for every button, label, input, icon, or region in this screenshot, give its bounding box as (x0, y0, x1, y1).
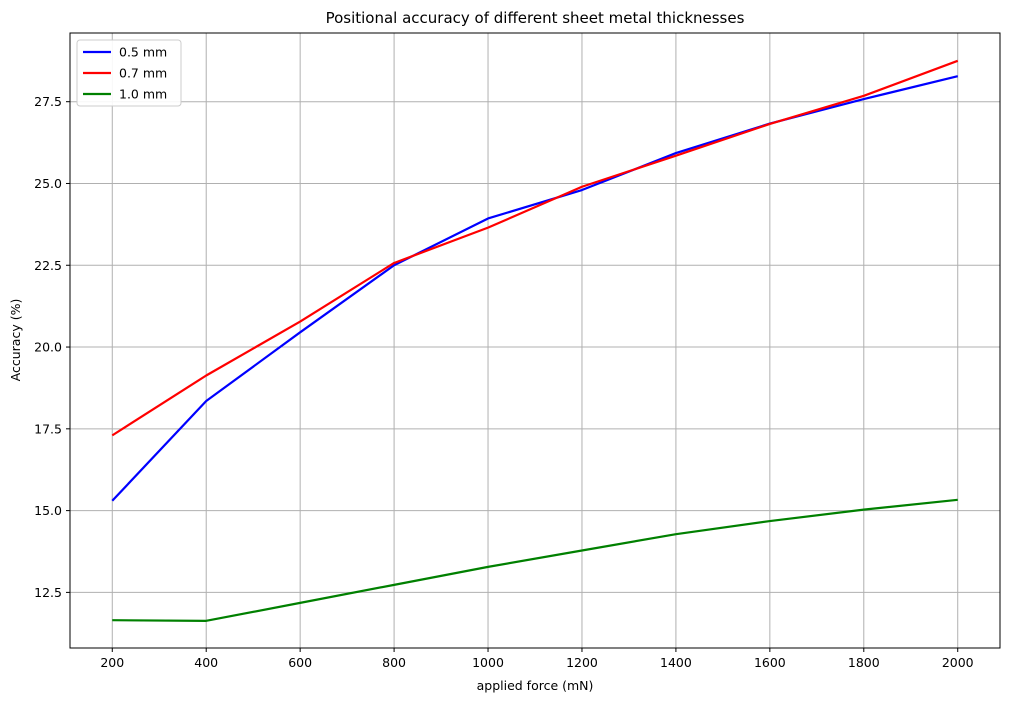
y-tick-label: 22.5 (34, 258, 62, 273)
y-axis-label: Accuracy (%) (8, 299, 23, 382)
x-tick-label: 1800 (848, 655, 880, 670)
x-axis-label: applied force (mN) (477, 678, 594, 693)
grid (70, 33, 1000, 648)
x-tick-label: 1000 (472, 655, 504, 670)
x-tick-label: 2000 (942, 655, 974, 670)
x-tick-label: 1600 (754, 655, 786, 670)
legend-label-2: 1.0 mm (119, 87, 167, 102)
legend: 0.5 mm 0.7 mm 1.0 mm (76, 39, 182, 107)
y-tick-label: 17.5 (34, 421, 62, 436)
y-tick-label: 20.0 (34, 340, 62, 355)
legend-label-0: 0.5 mm (119, 45, 167, 60)
x-tick-label: 800 (382, 655, 406, 670)
x-tick-label: 600 (288, 655, 312, 670)
series-line-2 (112, 498, 958, 622)
x-tick-label: 200 (100, 655, 124, 670)
legend-box (76, 39, 182, 107)
y-tick-label: 15.0 (34, 503, 62, 518)
x-tick-label: 400 (194, 655, 218, 670)
y-tick-label: 25.0 (34, 176, 62, 191)
plot-frame (69, 32, 1001, 649)
x-tick-label: 1400 (660, 655, 692, 670)
legend-label-1: 0.7 mm (119, 66, 167, 81)
chart-title: Positional accuracy of different sheet m… (326, 9, 745, 27)
y-axis: 12.5 15.0 17.5 20.0 22.5 25.0 27.5 (34, 94, 70, 600)
x-axis: 200 400 600 800 1000 1200 1400 1600 1800 2000 (100, 648, 974, 670)
series-lines (111, 59, 959, 622)
y-tick-label: 27.5 (34, 94, 62, 109)
y-tick-label: 12.5 (34, 585, 62, 600)
series-line-1 (111, 59, 959, 437)
series-line-0 (111, 75, 958, 502)
x-tick-label: 1200 (566, 655, 598, 670)
